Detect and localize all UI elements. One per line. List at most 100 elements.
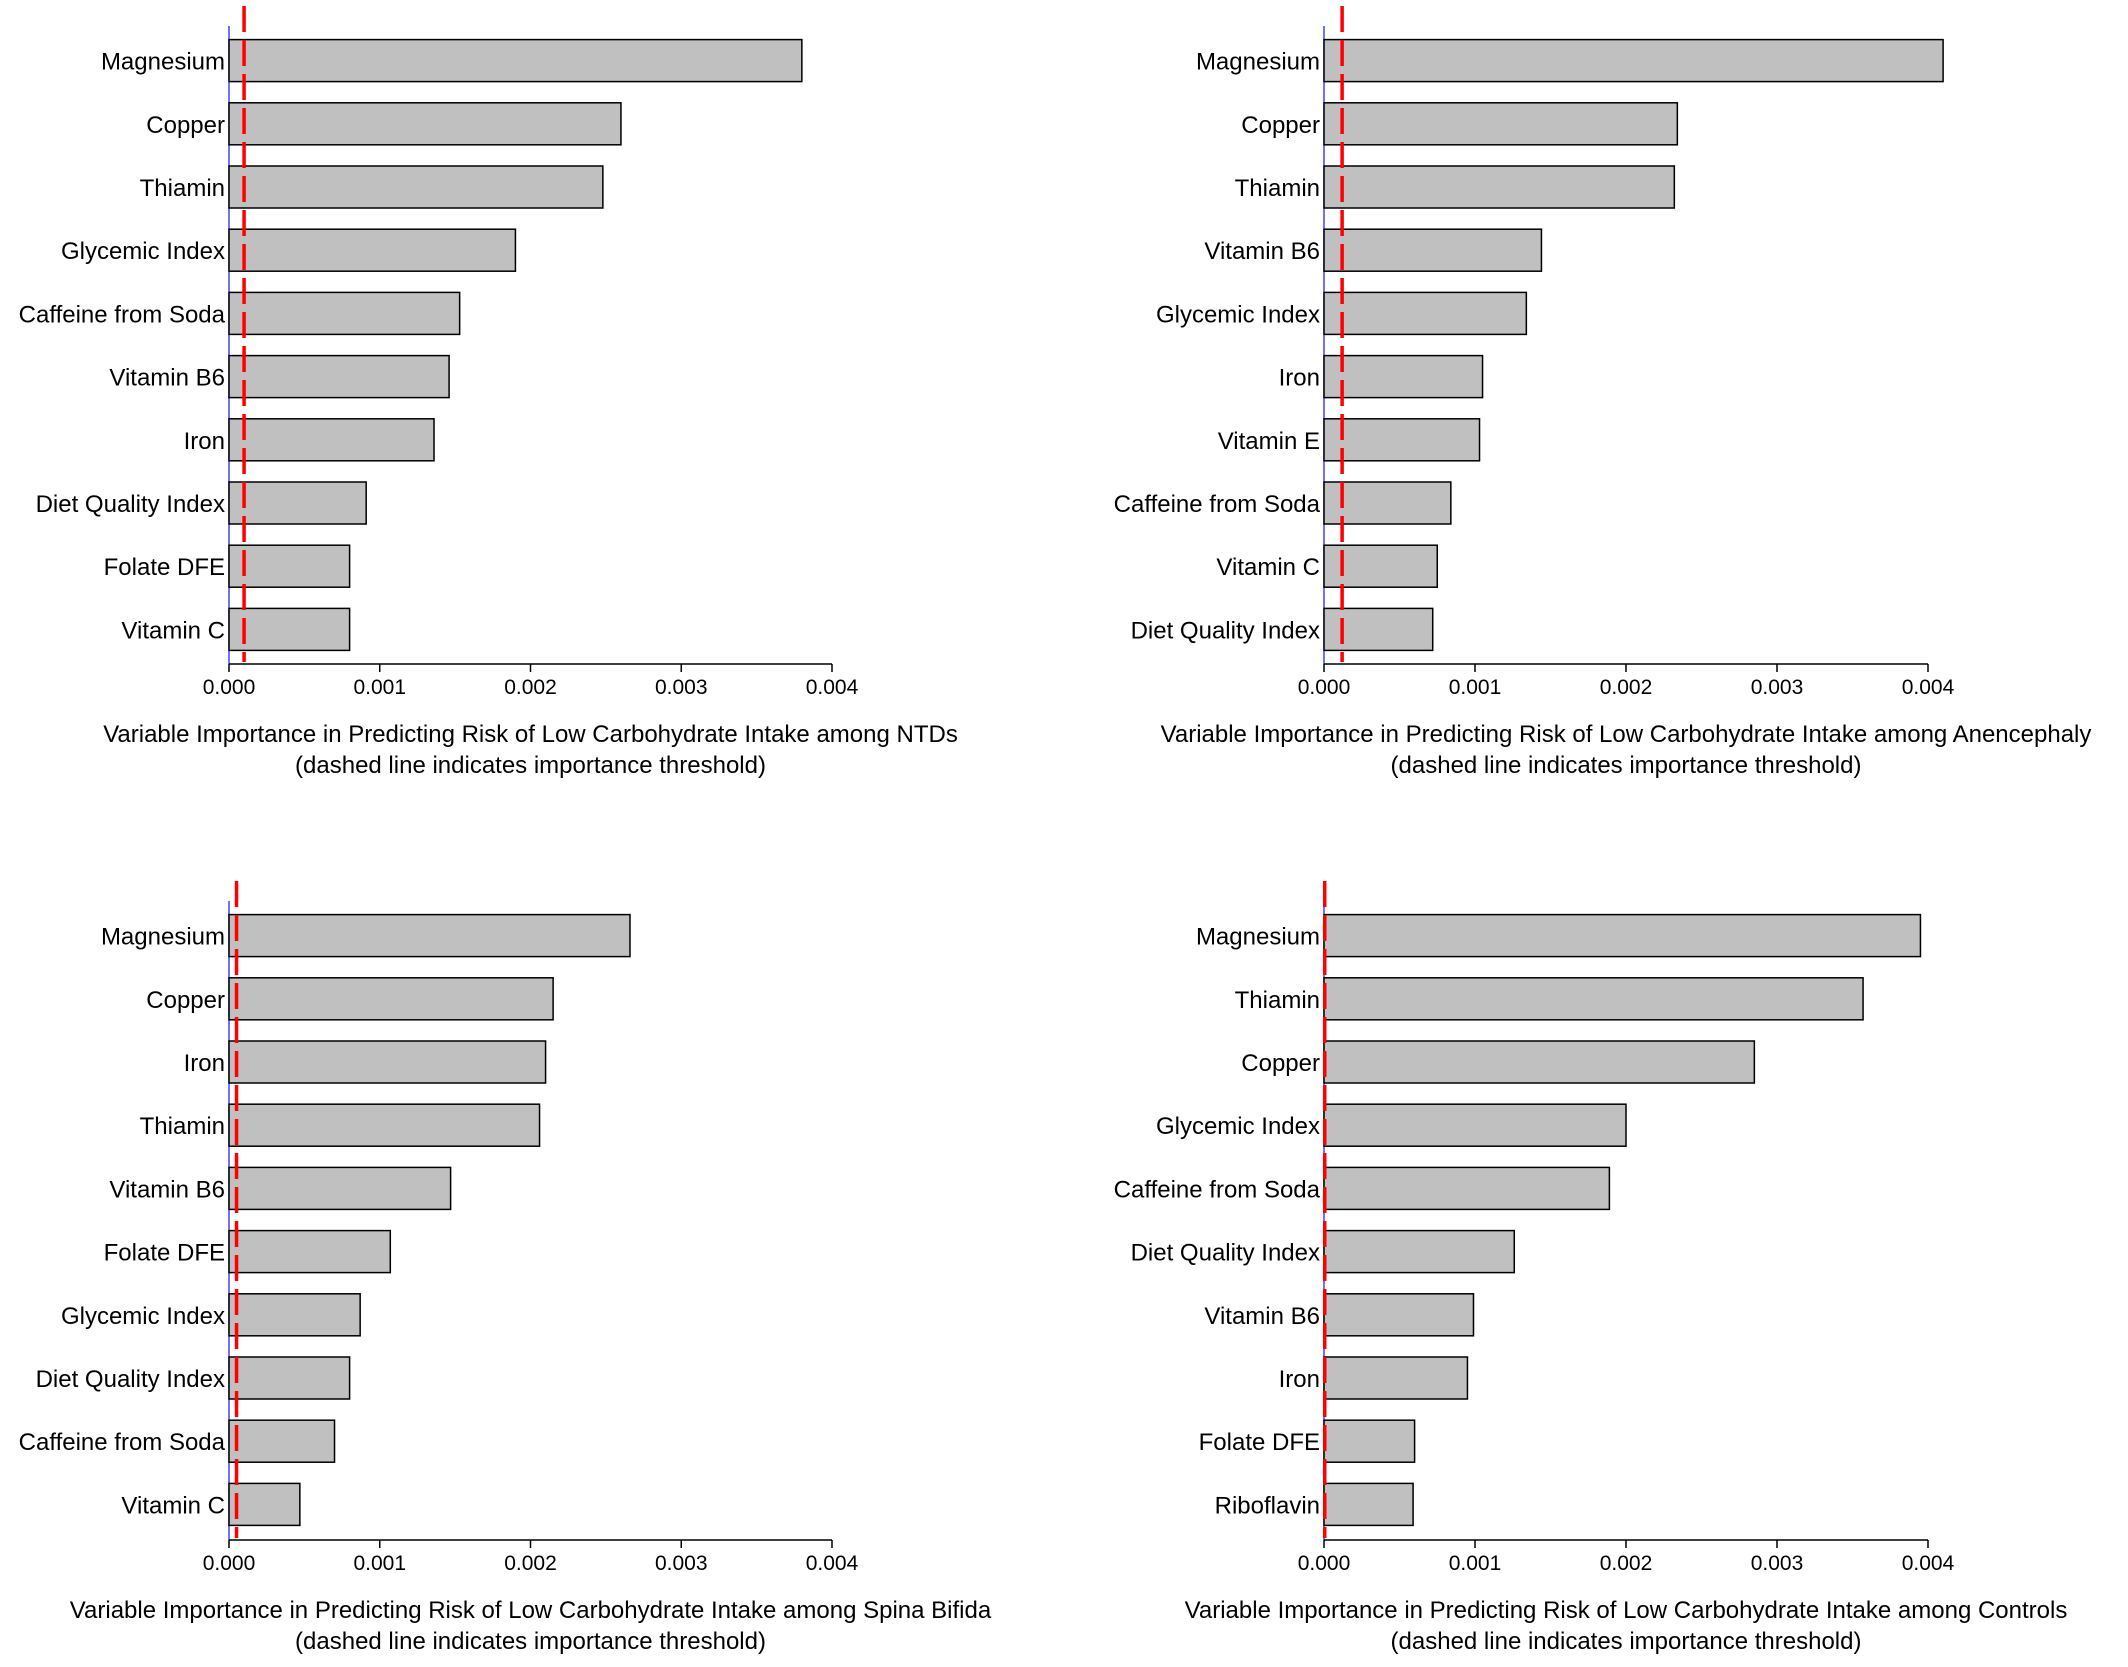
chart-caption: Variable Importance in Predicting Risk o… (1185, 1597, 2068, 1624)
bar (1323, 1356, 1469, 1400)
category-label: Folate DFE (1199, 1429, 1320, 1456)
x-tick-label: 0.003 (1751, 1552, 1804, 1575)
chart-panel-3: Magnesium Copper Iron Thiamin Vitamin B6 Fola… (19, 881, 992, 1655)
bar (228, 1356, 351, 1400)
category-label: Vitamin B6 (109, 1176, 225, 1203)
category-label: Thiamin (1235, 175, 1320, 202)
category-label: Glycemic Index (61, 1303, 225, 1330)
bar (228, 1040, 547, 1084)
bar (1323, 354, 1484, 399)
chart-caption-note: (dashed line indicates importance thresh… (295, 1628, 766, 1655)
category-label: Caffeine from Soda (19, 301, 226, 328)
bar (1323, 1293, 1475, 1337)
bar (1323, 913, 1922, 958)
category-label: Caffeine from Soda (19, 1429, 226, 1456)
x-tick-label: 0.000 (1298, 1552, 1351, 1575)
x-tick-label: 0.004 (1902, 1552, 1955, 1575)
bar (228, 165, 604, 209)
x-tick-label: 0.004 (806, 676, 859, 699)
category-label: Vitamin B6 (1204, 238, 1320, 265)
chart-caption: Variable Importance in Predicting Risk o… (1161, 721, 2092, 748)
x-tick-label: 0.000 (203, 676, 256, 699)
category-label: Vitamin B6 (109, 365, 225, 392)
chart-panel-1: Magnesium Copper Thiamin Glycemic Index Caff… (19, 6, 958, 779)
x-tick-label: 0.004 (806, 1552, 859, 1575)
category-label: Thiamin (140, 175, 225, 202)
bar (1323, 1166, 1611, 1211)
category-label: Copper (146, 987, 225, 1014)
category-label: Caffeine from Soda (1114, 491, 1321, 518)
category-label: Glycemic Index (1156, 1113, 1320, 1140)
category-label: Vitamin C (121, 1492, 225, 1519)
category-label: Vitamin B6 (1204, 1303, 1320, 1330)
x-tick-label: 0.003 (655, 676, 708, 699)
category-label: Magnesium (1196, 924, 1320, 951)
x-tick-label: 0.002 (504, 1552, 557, 1575)
category-label: Vitamin C (121, 617, 225, 644)
bar (228, 1419, 336, 1463)
chart-caption: Variable Importance in Predicting Risk o… (70, 1597, 992, 1624)
bar (1323, 1103, 1627, 1147)
x-tick-label: 0.001 (1449, 676, 1502, 699)
category-label: Diet Quality Index (1131, 1240, 1320, 1267)
bar (228, 418, 435, 462)
x-tick-label: 0.004 (1902, 676, 1955, 699)
bar (1323, 228, 1543, 272)
bar (228, 1166, 452, 1211)
category-label: Iron (184, 1050, 225, 1077)
bar (1323, 1040, 1756, 1084)
bar (1323, 1229, 1516, 1274)
chart-caption-note: (dashed line indicates importance thresh… (295, 752, 766, 779)
bar (228, 102, 622, 146)
bar (1323, 418, 1481, 462)
bar (228, 481, 367, 525)
x-tick-label: 0.000 (203, 1552, 256, 1575)
bar (1323, 1419, 1416, 1463)
x-tick-label: 0.002 (1600, 676, 1653, 699)
category-label: Diet Quality Index (36, 1366, 225, 1393)
category-label: Riboflavin (1215, 1492, 1320, 1519)
category-label: Folate DFE (104, 554, 225, 581)
bar (228, 1229, 392, 1274)
bar (1323, 102, 1679, 146)
bar (228, 1482, 301, 1527)
x-tick-label: 0.003 (655, 1552, 708, 1575)
category-label: Diet Quality Index (1131, 617, 1320, 644)
category-label: Vitamin E (1218, 428, 1320, 455)
category-label: Folate DFE (104, 1240, 225, 1267)
bar (228, 38, 803, 83)
bar (228, 544, 351, 588)
category-label: Glycemic Index (1156, 301, 1320, 328)
category-label: Caffeine from Soda (1114, 1176, 1321, 1203)
bar (1323, 291, 1528, 336)
bar (1323, 977, 1864, 1021)
category-label: Thiamin (1235, 987, 1320, 1014)
bar (1323, 1482, 1414, 1527)
category-label: Iron (184, 428, 225, 455)
x-tick-label: 0.001 (353, 1552, 406, 1575)
bar (228, 354, 450, 399)
chart-caption-note: (dashed line indicates importance thresh… (1391, 752, 1862, 779)
chart-panel-4: Magnesium Thiamin Copper Glycemic Index Caff… (1114, 881, 2068, 1655)
category-label: Magnesium (1196, 49, 1320, 76)
category-label: Thiamin (140, 1113, 225, 1140)
bar (228, 228, 517, 272)
category-label: Diet Quality Index (36, 491, 225, 518)
x-tick-label: 0.003 (1751, 676, 1804, 699)
bar (228, 913, 631, 958)
chart-caption: Variable Importance in Predicting Risk o… (103, 721, 958, 748)
chart-panel-2: Magnesium Copper Thiamin Vitamin B6 Glycemic… (1114, 6, 2092, 779)
bar (1323, 481, 1452, 525)
bar (228, 607, 351, 652)
category-label: Copper (1241, 1050, 1320, 1077)
bar (228, 977, 554, 1021)
category-label: Vitamin C (1216, 554, 1320, 581)
category-label: Iron (1279, 365, 1320, 392)
category-label: Copper (1241, 112, 1320, 139)
chart-caption-note: (dashed line indicates importance thresh… (1391, 1628, 1862, 1655)
bar (228, 1293, 361, 1337)
x-tick-label: 0.002 (504, 676, 557, 699)
x-tick-label: 0.001 (1449, 1552, 1502, 1575)
x-tick-label: 0.002 (1600, 1552, 1653, 1575)
